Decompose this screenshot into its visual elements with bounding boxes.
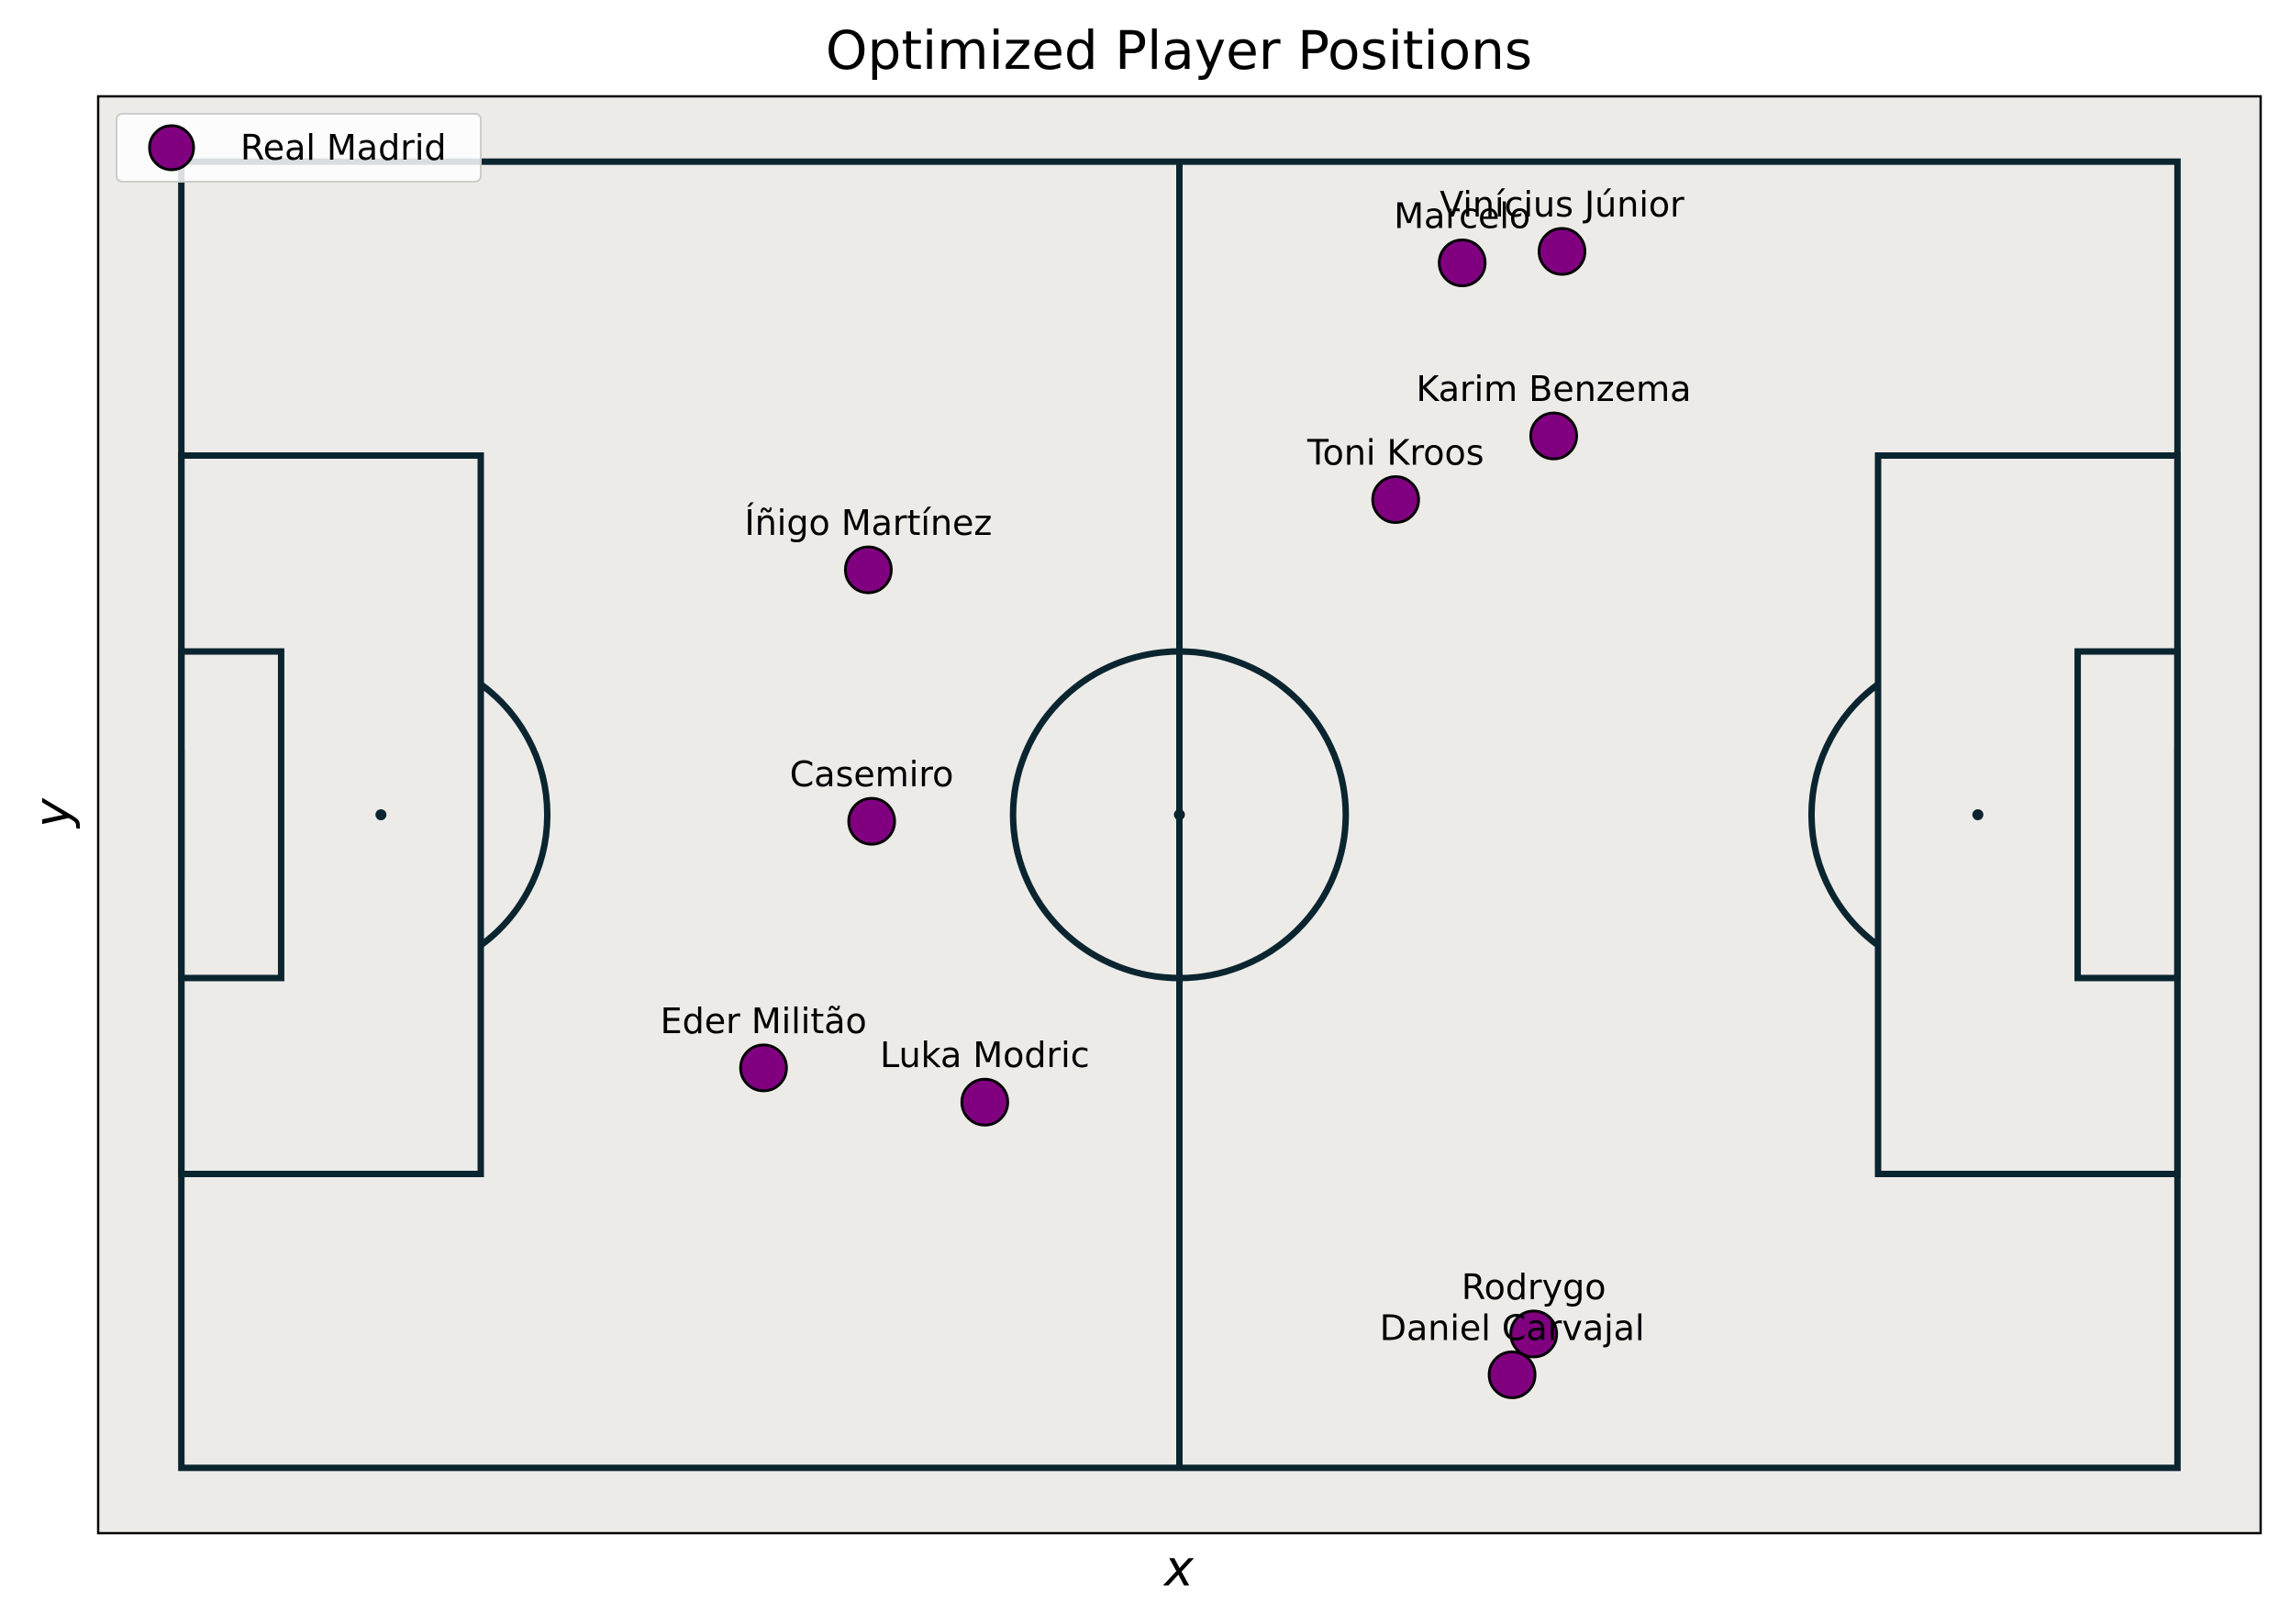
player-marker (1538, 227, 1587, 276)
player-label: Daniel Carvajal (1380, 1307, 1645, 1348)
pitch-markings (178, 158, 2181, 1472)
chart-title: Optimized Player Positions (826, 19, 1532, 82)
player-label: Toni Kroos (1306, 433, 1484, 473)
center-circle (1009, 648, 1350, 982)
player-label: Casemiro (790, 754, 954, 795)
left-penalty-arc (478, 681, 551, 949)
player-label: Luka Modric (880, 1035, 1090, 1075)
player-label: Íñigo Martínez (745, 503, 993, 543)
player-label: Vinícius Júnior (1440, 184, 1684, 225)
right-penalty-arc (1807, 681, 1881, 949)
player-label: Eder Militão (661, 1001, 867, 1041)
player-marker (1371, 475, 1420, 525)
player-marker (1529, 411, 1578, 461)
right-penalty-spot (1972, 809, 1984, 820)
y-axis-label: y (24, 797, 82, 829)
player-marker (1487, 1350, 1537, 1399)
player-marker (1438, 239, 1487, 288)
player-marker (843, 545, 893, 595)
legend: Real Madrid (116, 113, 482, 183)
player-marker (739, 1043, 788, 1093)
x-axis-label: x (1162, 1540, 1195, 1597)
legend-marker (148, 124, 195, 172)
player-label: Marcelo (1394, 196, 1530, 237)
player-markers (739, 227, 1587, 1399)
player-marker (960, 1077, 1009, 1127)
player-marker (1509, 1309, 1559, 1359)
player-label: Rodrygo (1462, 1267, 1606, 1307)
legend-box (116, 113, 482, 183)
player-label: Karim Benzema (1416, 369, 1691, 409)
legend-label: Real Madrid (240, 128, 447, 168)
left-penalty-spot (375, 809, 387, 820)
center-spot (1173, 809, 1185, 820)
player-marker (847, 796, 896, 846)
